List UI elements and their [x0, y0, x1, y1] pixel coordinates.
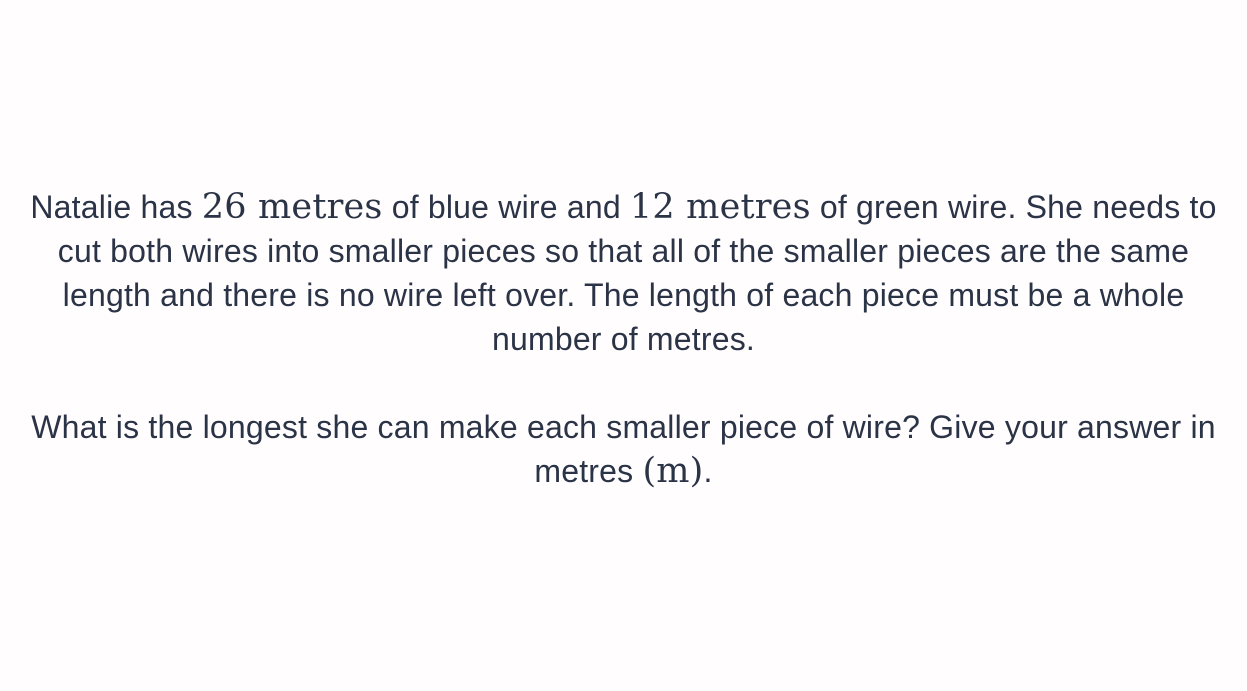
text-segment: of green wire. She needs to cut both wir… [57, 189, 1217, 357]
question-paragraph-1: Natalie has 26 metres of blue wire and 1… [24, 185, 1223, 361]
text-segment: . [703, 453, 713, 489]
text-segment: of blue wire and [382, 189, 630, 225]
math-quantity-blue-wire: 26 metres [201, 187, 383, 227]
question-text: Natalie has 26 metres of blue wire and 1… [24, 185, 1223, 493]
math-unit: (m) [642, 451, 704, 491]
question-paragraph-2: What is the longest she can make each sm… [24, 405, 1223, 493]
text-segment: Natalie has [30, 189, 202, 225]
math-quantity-green-wire: 12 metres [629, 187, 811, 227]
text-segment: What is the longest she can make each sm… [31, 409, 1216, 489]
